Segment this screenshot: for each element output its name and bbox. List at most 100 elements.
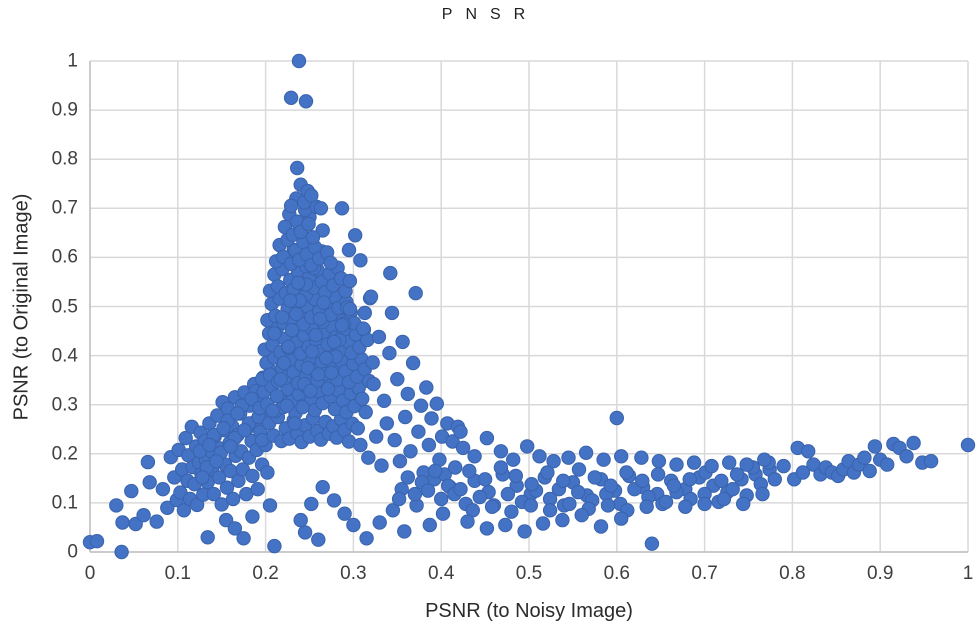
data-point — [562, 496, 577, 512]
data-point — [374, 458, 389, 473]
data-point — [293, 512, 308, 528]
data-point — [923, 454, 939, 469]
data-point — [555, 512, 570, 528]
x-tick-label: 0 — [84, 563, 96, 584]
data-point — [206, 486, 222, 502]
data-point — [303, 383, 318, 399]
data-point — [387, 432, 402, 448]
data-point — [363, 289, 379, 304]
data-point — [523, 498, 538, 513]
y-tick-label: 1 — [67, 50, 78, 72]
data-point — [392, 454, 408, 469]
data-point — [315, 480, 330, 495]
data-point — [337, 506, 352, 521]
data-point — [397, 524, 412, 539]
data-point — [757, 452, 772, 467]
data-point — [109, 498, 124, 513]
data-point — [504, 504, 519, 519]
data-point — [561, 450, 576, 465]
data-point — [320, 381, 336, 397]
data-point — [273, 372, 288, 387]
data-point — [227, 521, 243, 536]
data-point — [408, 286, 423, 301]
x-tick-label: 0.7 — [691, 563, 718, 584]
data-point — [686, 455, 702, 470]
data-point — [371, 329, 387, 345]
data-point — [596, 452, 611, 467]
data-point — [323, 255, 338, 270]
data-point — [635, 473, 650, 488]
data-point — [407, 486, 423, 502]
data-point — [453, 424, 468, 439]
data-point — [279, 398, 294, 413]
data-point — [669, 457, 684, 472]
data-point — [289, 306, 304, 322]
data-point — [244, 391, 259, 406]
data-point — [304, 188, 319, 203]
data-point — [361, 450, 376, 465]
data-point — [391, 491, 407, 507]
data-point — [353, 437, 368, 453]
data-point — [614, 511, 629, 526]
y-tick-label: 0.9 — [51, 99, 78, 121]
data-point — [372, 515, 387, 530]
data-point — [365, 355, 380, 370]
data-point — [651, 454, 667, 469]
data-point — [230, 406, 245, 421]
data-point — [899, 449, 914, 464]
data-point — [603, 478, 618, 493]
data-point — [355, 391, 370, 406]
data-point — [312, 311, 328, 326]
data-point — [223, 439, 238, 454]
data-point — [301, 216, 316, 232]
y-tick-label: 0.2 — [51, 443, 78, 465]
data-point — [484, 499, 500, 514]
data-point — [155, 482, 171, 497]
data-point — [283, 293, 298, 308]
data-point — [400, 386, 415, 402]
data-point — [535, 516, 551, 531]
data-point — [326, 334, 342, 350]
data-point — [867, 439, 883, 454]
data-point — [455, 440, 471, 456]
data-point — [311, 367, 326, 382]
scatter-points — [82, 53, 976, 560]
data-point — [290, 275, 306, 291]
data-point — [658, 494, 674, 510]
y-tick-label: 0.5 — [51, 296, 78, 317]
x-tick-label: 0.5 — [515, 563, 543, 584]
data-point — [614, 449, 629, 464]
x-tick-label: 0.8 — [779, 563, 806, 584]
data-point — [795, 465, 811, 480]
data-point — [556, 473, 571, 488]
data-point — [211, 470, 227, 485]
data-point — [650, 467, 666, 482]
data-point — [291, 53, 307, 69]
data-point — [358, 404, 373, 420]
data-point — [284, 322, 300, 338]
data-point — [200, 530, 215, 545]
data-point — [342, 301, 358, 317]
data-point — [906, 435, 921, 451]
data-point — [202, 437, 217, 453]
data-point — [295, 400, 310, 415]
data-point — [305, 230, 321, 245]
data-point — [195, 470, 210, 485]
data-point — [725, 482, 740, 497]
data-point — [382, 345, 397, 361]
data-point — [400, 470, 415, 485]
data-point — [542, 503, 558, 518]
data-point — [506, 452, 521, 467]
y-tick-label: 0.1 — [51, 492, 78, 514]
data-point — [395, 334, 410, 350]
x-tick-label: 1 — [962, 563, 974, 584]
data-point — [149, 514, 164, 529]
data-point — [269, 388, 285, 404]
data-point — [857, 450, 872, 465]
data-point — [571, 484, 586, 500]
data-point — [316, 295, 331, 310]
data-point — [265, 403, 280, 418]
data-point — [324, 365, 339, 380]
data-point — [350, 421, 365, 436]
data-point — [346, 517, 361, 533]
